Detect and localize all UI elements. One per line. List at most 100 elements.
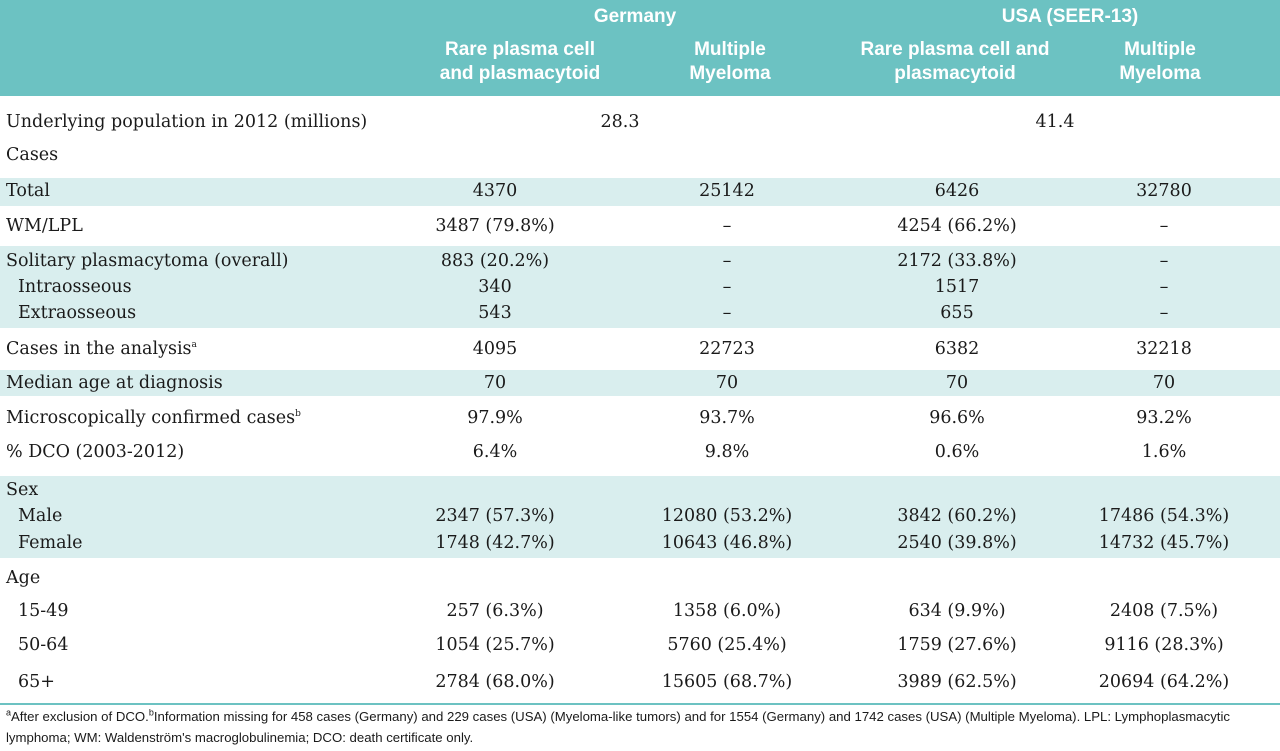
- cell-germany-mm: 93.7%: [699, 408, 755, 428]
- row-age-heading: Age: [0, 565, 1280, 591]
- cell-germany-mm: 22723: [699, 339, 755, 359]
- row-median-age: Median age at diagnosis 70 70 70 70: [0, 370, 1280, 396]
- cell-usa-mm: –: [1159, 277, 1169, 297]
- band-sex: [0, 476, 1280, 558]
- header-germany-mm: Multiple Myeloma: [660, 38, 800, 86]
- cell-germany-rare: 70: [483, 373, 507, 393]
- row-wm-lpl: WM/LPL 3487 (79.8%) – 4254 (66.2%) –: [0, 213, 1280, 239]
- header-germany: Germany: [593, 6, 677, 27]
- header-usa: USA (SEER-13): [1001, 6, 1139, 27]
- row-age-15-49: 15-49 257 (6.3%) 1358 (6.0%) 634 (9.9%) …: [0, 598, 1280, 624]
- row-label: Microscopically confirmed casesb: [6, 405, 301, 431]
- cell-germany-mm: 9.8%: [704, 442, 750, 462]
- cell-usa-rare: 655: [940, 303, 974, 323]
- cell-usa-rare: 0.6%: [934, 442, 980, 462]
- row-microscopic: Microscopically confirmed casesb 97.9% 9…: [0, 405, 1280, 431]
- cell-usa-rare: 634 (9.9%): [908, 601, 1006, 621]
- row-age-50-64: 50-64 1054 (25.7%) 5760 (25.4%) 1759 (27…: [0, 632, 1280, 658]
- header-line: Rare plasma cell and: [860, 39, 1050, 60]
- header-line: Multiple: [694, 39, 766, 60]
- cell-usa-rare: 96.6%: [929, 408, 985, 428]
- row-dco: % DCO (2003-2012) 6.4% 9.8% 0.6% 1.6%: [0, 439, 1280, 465]
- footnote-b: Information missing for 458 cases (Germa…: [6, 709, 1230, 745]
- row-sex-heading: Sex: [0, 477, 1280, 503]
- header-line: Rare plasma cell: [445, 39, 595, 60]
- cell-germany-mm: 10643 (46.8%): [661, 533, 793, 553]
- row-label: Solitary plasmacytoma (overall): [6, 251, 289, 271]
- cell-usa-rare: 3989 (62.5%): [897, 672, 1017, 692]
- cell-usa-rare: 2540 (39.8%): [897, 533, 1017, 553]
- row-label: 65+: [18, 672, 55, 692]
- cell-germany-mm: 15605 (68.7%): [661, 672, 793, 692]
- row-label: Extraosseous: [18, 303, 137, 323]
- cell-germany-rare: 4095: [472, 339, 518, 359]
- header-line: Myeloma: [689, 63, 771, 84]
- cell-germany-mm: –: [722, 216, 732, 236]
- row-male: Male 2347 (57.3%) 12080 (53.2%) 3842 (60…: [0, 503, 1280, 529]
- cell-germany-rare: 1748 (42.7%): [435, 533, 555, 553]
- table-header: Germany USA (SEER-13) Rare plasma cell a…: [0, 0, 1280, 96]
- cell-usa-mm: 14732 (45.7%): [1098, 533, 1230, 553]
- row-intraosseous: Intraosseous 340 – 1517 –: [0, 274, 1280, 300]
- row-female: Female 1748 (42.7%) 10643 (46.8%) 2540 (…: [0, 530, 1280, 556]
- section-heading: Age: [6, 568, 41, 588]
- cell-usa-rare: 1759 (27.6%): [897, 635, 1017, 655]
- row-label: Cases in the analysisa: [6, 336, 197, 362]
- cell-germany-rare: 2784 (68.0%): [435, 672, 555, 692]
- row-label: 50-64: [18, 635, 69, 655]
- row-label: Male: [18, 506, 63, 526]
- row-solitary-plasmacytoma: Solitary plasmacytoma (overall) 883 (20.…: [0, 248, 1280, 274]
- cell-germany-mm: 1358 (6.0%): [672, 601, 782, 621]
- section-heading: Sex: [6, 480, 39, 500]
- section-heading: Cases: [6, 145, 59, 165]
- cell-germany-rare: 4370: [472, 181, 518, 201]
- cell-germany-rare: 340: [478, 277, 512, 297]
- row-label: % DCO (2003-2012): [6, 442, 185, 462]
- header-usa-mm: Multiple Myeloma: [1085, 38, 1235, 86]
- cell-germany-mm: 70: [715, 373, 739, 393]
- cell-usa-rare: 6426: [934, 181, 980, 201]
- row-label: Total: [6, 181, 50, 201]
- header-line: Myeloma: [1119, 63, 1201, 84]
- cell-usa-rare: 3842 (60.2%): [897, 506, 1017, 526]
- row-label-text: Microscopically confirmed cases: [6, 408, 296, 428]
- cell-germany-mm: 5760 (25.4%): [667, 635, 787, 655]
- row-age-65-plus: 65+ 2784 (68.0%) 15605 (68.7%) 3989 (62.…: [0, 669, 1280, 695]
- cell-usa-rare: 4254 (66.2%): [897, 216, 1017, 236]
- cell-usa-mm: 2408 (7.5%): [1109, 601, 1219, 621]
- cell-germany-rare: 6.4%: [472, 442, 518, 462]
- header-line: plasmacytoid: [894, 63, 1016, 84]
- row-total: Total 4370 25142 6426 32780: [0, 178, 1280, 206]
- row-label: Female: [18, 533, 83, 553]
- row-cases-heading: Cases: [0, 142, 1280, 168]
- population-germany: 28.3: [600, 112, 640, 132]
- cell-usa-mm: 17486 (54.3%): [1098, 506, 1230, 526]
- cell-germany-mm: 12080 (53.2%): [661, 506, 793, 526]
- cell-usa-mm: –: [1159, 216, 1169, 236]
- cell-germany-rare: 1054 (25.7%): [435, 635, 555, 655]
- row-cases-analysis: Cases in the analysisa 4095 22723 6382 3…: [0, 336, 1280, 362]
- row-label-text: Cases in the analysis: [6, 339, 192, 359]
- cell-germany-rare: 883 (20.2%): [440, 251, 550, 271]
- cell-germany-rare: 97.9%: [467, 408, 523, 428]
- footnote-marker: a: [191, 340, 197, 351]
- cell-germany-rare: 257 (6.3%): [446, 601, 544, 621]
- row-population: Underlying population in 2012 (millions)…: [0, 109, 1280, 135]
- cell-germany-mm: –: [722, 303, 732, 323]
- row-extraosseous: Extraosseous 543 – 655 –: [0, 300, 1280, 326]
- cell-usa-mm: 9116 (28.3%): [1104, 635, 1224, 655]
- cell-usa-mm: 32218: [1136, 339, 1192, 359]
- row-label: WM/LPL: [6, 216, 83, 236]
- cell-usa-rare: 1517: [934, 277, 980, 297]
- cell-usa-mm: –: [1159, 303, 1169, 323]
- footnote-a: After exclusion of DCO.: [11, 709, 149, 724]
- band-plasmacytoma: [0, 246, 1280, 328]
- header-germany-rare: Rare plasma cell and plasmacytoid: [395, 38, 645, 86]
- cell-usa-mm: 1.6%: [1141, 442, 1187, 462]
- cell-germany-mm: –: [722, 277, 732, 297]
- table-footnote: aAfter exclusion of DCO.bInformation mis…: [0, 703, 1280, 751]
- cell-usa-rare: 2172 (33.8%): [897, 251, 1017, 271]
- row-label: 15-49: [18, 601, 69, 621]
- cell-usa-rare: 6382: [934, 339, 980, 359]
